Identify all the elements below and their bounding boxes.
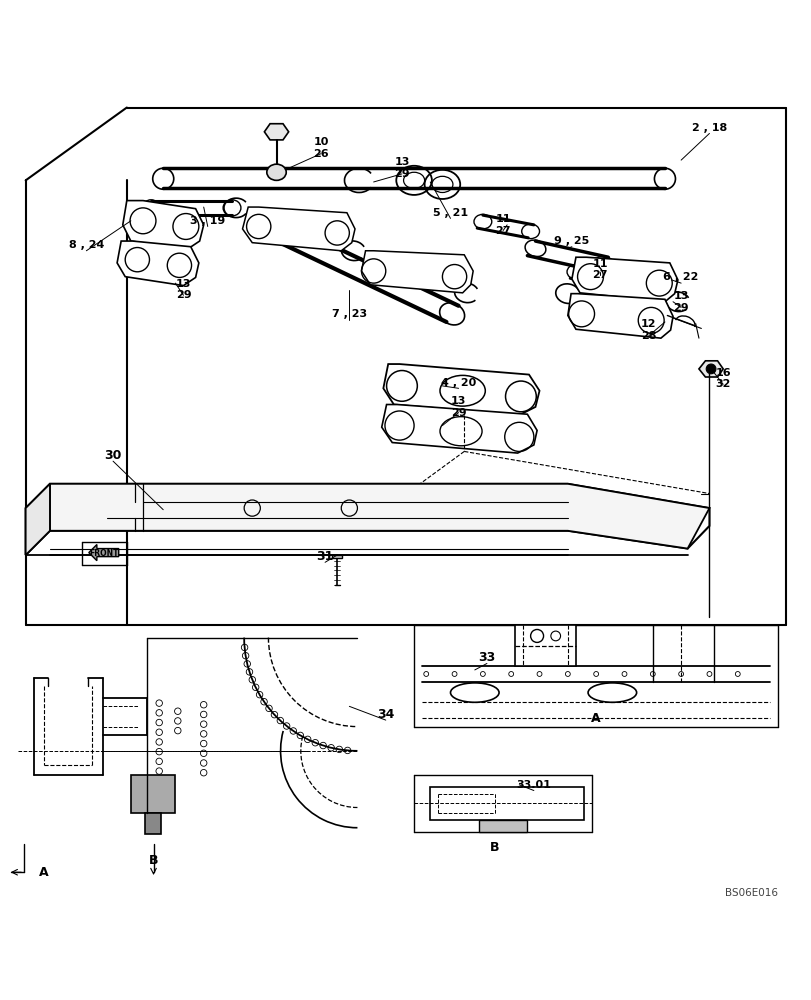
Polygon shape — [145, 813, 161, 834]
Polygon shape — [332, 555, 341, 558]
Text: 9 , 25: 9 , 25 — [554, 236, 589, 246]
Text: B: B — [490, 841, 499, 854]
Text: 13
29: 13 29 — [393, 157, 410, 179]
Text: 11
27: 11 27 — [495, 214, 510, 236]
Text: 13
29: 13 29 — [672, 291, 688, 313]
Text: 7 , 23: 7 , 23 — [332, 309, 367, 319]
Polygon shape — [242, 207, 354, 251]
Text: 3 , 19: 3 , 19 — [190, 216, 225, 226]
Text: 8 , 24: 8 , 24 — [69, 240, 104, 250]
Text: 4 , 20: 4 , 20 — [440, 378, 475, 388]
Text: 13
29: 13 29 — [450, 396, 466, 418]
Text: 31: 31 — [316, 550, 333, 563]
Ellipse shape — [267, 164, 286, 180]
Text: A: A — [590, 712, 600, 725]
Polygon shape — [381, 405, 536, 453]
Text: 12
28: 12 28 — [640, 319, 656, 341]
Text: 2 , 18: 2 , 18 — [691, 123, 726, 133]
Polygon shape — [698, 361, 723, 377]
Text: 11
27: 11 27 — [592, 259, 607, 280]
Polygon shape — [131, 775, 175, 813]
Text: 6 , 22: 6 , 22 — [663, 272, 698, 282]
Polygon shape — [264, 124, 288, 140]
Polygon shape — [361, 251, 473, 293]
Text: A: A — [39, 866, 48, 879]
Polygon shape — [430, 787, 583, 820]
Text: 33: 33 — [478, 651, 495, 664]
Circle shape — [706, 364, 715, 374]
Polygon shape — [122, 201, 204, 249]
Polygon shape — [26, 484, 50, 555]
Text: 16
32: 16 32 — [714, 368, 730, 389]
Polygon shape — [478, 820, 526, 832]
Text: 30: 30 — [105, 449, 122, 462]
Text: 13
29: 13 29 — [175, 279, 191, 300]
Text: 5 , 21: 5 , 21 — [432, 208, 467, 218]
Polygon shape — [50, 484, 709, 549]
Text: 34: 34 — [376, 708, 394, 721]
Text: BS06E016: BS06E016 — [724, 888, 777, 898]
Polygon shape — [515, 625, 575, 666]
Text: 10
26: 10 26 — [313, 137, 328, 159]
Polygon shape — [26, 484, 709, 555]
Text: 33.01: 33.01 — [516, 780, 551, 790]
Polygon shape — [571, 257, 677, 302]
Text: FRONT: FRONT — [89, 549, 118, 558]
Polygon shape — [88, 545, 118, 561]
Polygon shape — [117, 241, 199, 286]
Polygon shape — [567, 294, 672, 338]
Text: B: B — [148, 854, 158, 867]
Polygon shape — [383, 364, 539, 415]
